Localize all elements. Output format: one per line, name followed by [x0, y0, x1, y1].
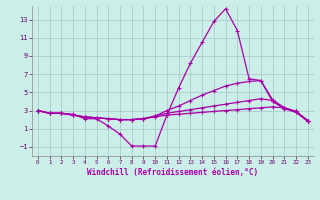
X-axis label: Windchill (Refroidissement éolien,°C): Windchill (Refroidissement éolien,°C): [87, 168, 258, 177]
